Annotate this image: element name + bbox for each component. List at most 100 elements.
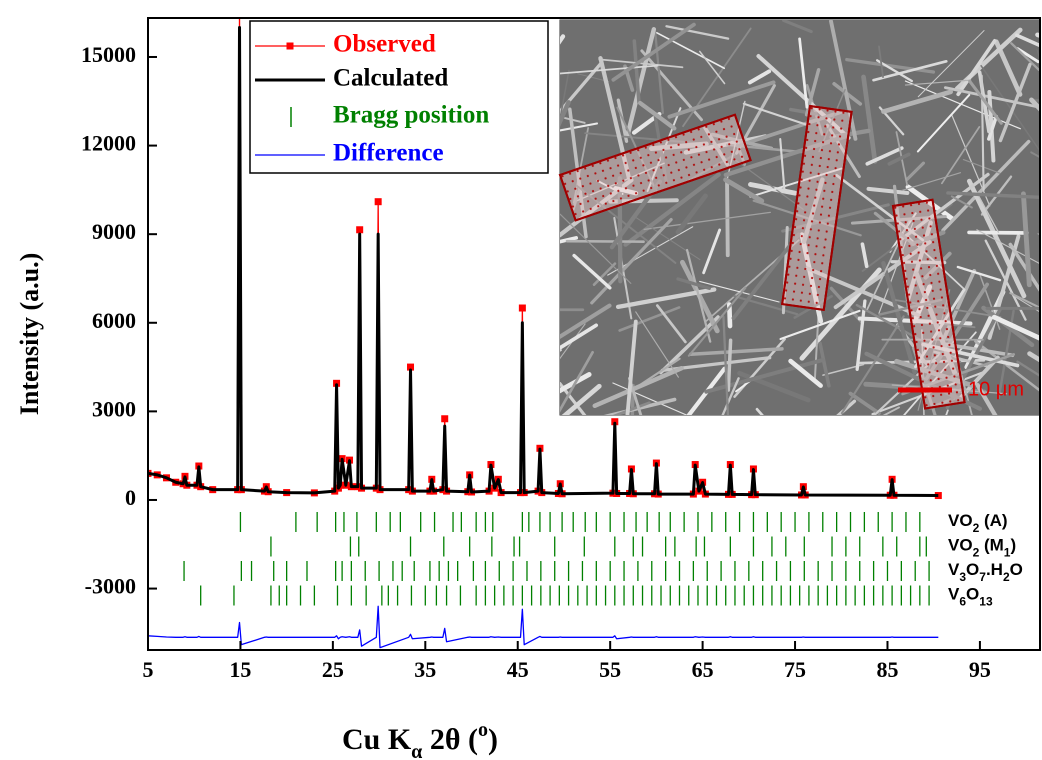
phase-label-part: O	[1010, 560, 1023, 579]
sem-crystal	[1010, 42, 1040, 71]
sem-crystal	[1015, 33, 1040, 48]
sem-crystal	[747, 69, 772, 85]
sem-crystal	[560, 303, 612, 340]
sem-crystal	[818, 341, 831, 388]
phase-label-part: 2	[973, 546, 980, 560]
y-tick-label: 3000	[92, 396, 136, 421]
series-line	[148, 605, 939, 649]
sem-crystal	[943, 86, 1040, 109]
phase-label-part: 2	[973, 521, 980, 535]
y-tick-label: 6000	[92, 308, 136, 333]
sem-crystal	[702, 228, 722, 275]
x-tick-label: 95	[969, 657, 991, 682]
sem-crystal	[633, 216, 701, 261]
phase-label-part: VO	[948, 511, 973, 530]
legend-label: Calculated	[333, 65, 448, 92]
highlight-boxes	[558, 104, 966, 410]
sem-crystal	[729, 155, 804, 210]
x-label-part: α	[411, 741, 422, 760]
sem-crystal	[560, 61, 604, 115]
sem-crystal	[987, 114, 999, 141]
sem-crystal	[1008, 242, 1040, 294]
sem-crystal	[905, 161, 926, 181]
sem-crystal	[560, 350, 594, 413]
sem-crystal	[638, 100, 677, 131]
phase-label-part: 7	[979, 570, 986, 584]
phase-label: V6O13	[948, 585, 993, 609]
phase-label-part: 13	[979, 595, 993, 609]
sem-crystal	[945, 409, 949, 415]
sem-crystal	[561, 383, 602, 415]
sem-crystal	[755, 407, 764, 415]
sem-crystal	[813, 315, 820, 380]
x-tick-label: 75	[784, 657, 806, 682]
sem-crystal	[968, 79, 1003, 125]
x-label-part: Cu K	[342, 723, 412, 756]
sem-crystal	[721, 377, 740, 415]
sem-crystal	[742, 102, 810, 127]
y-tick-label: 12000	[81, 131, 136, 156]
y-tick-label: 15000	[81, 42, 136, 67]
sem-crystal	[733, 295, 799, 316]
sem-crystal	[779, 309, 861, 341]
sem-crystal	[726, 338, 733, 392]
sem-crystal	[698, 50, 726, 85]
sem-crystal	[687, 286, 747, 357]
phase-label-part: 2	[1003, 570, 1010, 584]
sem-crystal	[623, 172, 721, 247]
sem-crystal	[981, 305, 1035, 348]
sem-crystal	[946, 191, 1040, 200]
sem-crystal	[958, 367, 973, 415]
legend-label: Difference	[333, 140, 444, 167]
phase-label-part: VO	[948, 536, 973, 555]
phase-label-part: O	[966, 560, 979, 579]
sem-crystal	[941, 139, 1031, 232]
sem-crystal	[950, 195, 973, 209]
sem-crystal	[560, 213, 632, 284]
sem-crystal	[848, 391, 881, 415]
series-line	[148, 25, 939, 498]
sem-crystal	[1016, 360, 1040, 378]
sem-crystal	[941, 126, 981, 185]
phase-label-part: V	[948, 585, 960, 604]
sem-crystal	[804, 68, 821, 117]
sem-crystal	[782, 20, 813, 34]
phase-label: V3O7.H2O	[948, 560, 1023, 584]
x-label-part: 2θ (	[422, 723, 478, 756]
sem-crystal	[840, 315, 905, 415]
sem-crystal	[723, 177, 765, 204]
sem-crystal	[656, 32, 726, 70]
sem-crystal	[1020, 191, 1032, 288]
sem-crystal	[616, 98, 629, 143]
x-tick-label: 35	[414, 657, 436, 682]
data-point	[441, 415, 449, 423]
sem-crystal	[1029, 98, 1040, 102]
sem-crystal	[560, 236, 579, 244]
sem-crystal	[612, 401, 651, 415]
phase-label: VO2 (M1)	[948, 536, 1016, 560]
sem-crystal	[560, 100, 571, 128]
sem-crystal	[901, 172, 962, 191]
phase-label-part: V	[948, 560, 960, 579]
scale-label: 10 μm	[968, 378, 1024, 400]
phase-label: VO2 (A)	[948, 511, 1008, 535]
data-point	[236, 9, 243, 16]
x-tick-label: 55	[599, 657, 621, 682]
legend-label: Bragg position	[333, 102, 489, 129]
sem-crystal	[881, 89, 953, 114]
sem-crystal	[654, 30, 665, 115]
sem-crystal	[618, 306, 681, 332]
sem-crystal	[876, 59, 913, 83]
sem-crystal	[917, 30, 985, 98]
sem-crystal	[977, 194, 1000, 233]
sem-crystal	[798, 37, 809, 109]
data-point	[356, 226, 364, 234]
y-tick-label: -3000	[85, 574, 136, 599]
sem-crystal	[872, 59, 948, 82]
sem-crystal	[560, 64, 659, 75]
sem-crystal	[565, 239, 645, 243]
y-tick-label: 0	[125, 485, 136, 510]
sem-crystal	[655, 304, 687, 344]
sem-crystal	[686, 366, 727, 415]
